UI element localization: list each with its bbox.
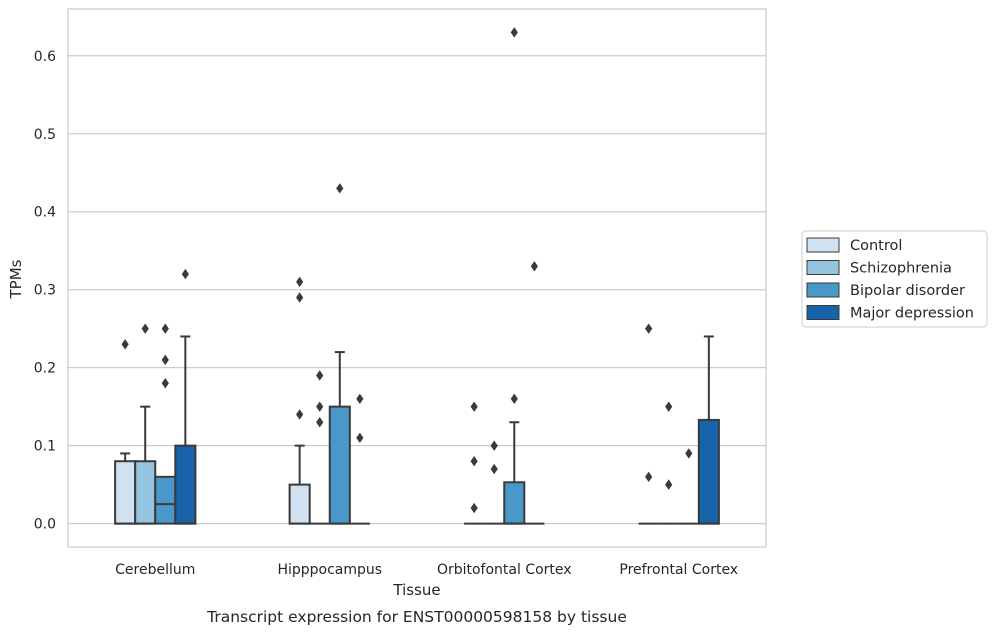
box-control [288, 276, 311, 525]
y-tick-label: 0.6 [34, 49, 56, 65]
legend: Control Schizophrenia Bipolar disorder Majo… [801, 230, 988, 328]
outlier-point [665, 401, 673, 412]
legend-swatch [806, 260, 840, 275]
outlier-point [161, 354, 169, 366]
y-tick-label: 0.3 [34, 283, 56, 299]
x-tick-label: Orbitofontal Cortex [437, 562, 572, 578]
legend-label: Schizophrenia [850, 261, 952, 277]
x-tick-label: Prefrontal Cortex [619, 562, 738, 578]
y-tick-label: 0.2 [34, 361, 56, 377]
x-tick-label: Cerebellum [115, 562, 195, 578]
legend-swatch [806, 305, 840, 320]
box-bipolar-disorder [154, 323, 177, 525]
x-tick-label: Hipppocampus [277, 562, 382, 578]
outlier-point [510, 27, 518, 38]
figure-caption: Transcript expression for ENST0000059815… [206, 608, 627, 626]
outlier-point [161, 378, 169, 389]
y-tick-label: 0.1 [34, 439, 56, 455]
outlier-point [645, 471, 653, 483]
outlier-point [296, 409, 304, 420]
legend-swatch [806, 237, 840, 253]
box-body [503, 481, 526, 525]
box-schizophrenia [484, 440, 505, 525]
box-body [697, 418, 720, 525]
outlier-point [316, 370, 324, 381]
box-schizophrenia [309, 370, 330, 525]
outlier-point [296, 276, 304, 288]
legend-swatch [806, 282, 840, 298]
y-tick-label: 0.0 [34, 517, 56, 533]
plot-frame [67, 8, 767, 548]
legend-frame [801, 230, 988, 328]
legend-label: Bipolar disorder [850, 283, 965, 299]
box-bipolar-disorder [328, 183, 351, 525]
box-major-depression [524, 261, 545, 525]
outlier-point [316, 401, 324, 412]
box-major-depression [174, 268, 197, 525]
outlier-point [336, 183, 344, 194]
box-control [114, 339, 137, 525]
outlier-point [121, 339, 129, 350]
outlier-point [181, 268, 189, 280]
legend-label: Control [850, 238, 902, 254]
outlier-point [141, 323, 149, 334]
box-bipolar-disorder [503, 27, 526, 525]
y-tick-label: 0.5 [34, 127, 56, 143]
y-axis-ticks: 0.0 0.1 0.2 0.3 0.4 0.5 0.6 [34, 49, 56, 533]
y-axis-label: TPMs [7, 259, 25, 299]
outlier-point [490, 440, 498, 451]
outlier-point [161, 323, 169, 334]
outlier-point [356, 432, 364, 444]
box-body [134, 460, 157, 525]
box-control [638, 323, 659, 525]
box-control [464, 401, 485, 525]
box-body [174, 444, 197, 525]
y-tick-label: 0.4 [34, 205, 56, 221]
outlier-point [510, 393, 518, 405]
outlier-point [470, 502, 478, 514]
legend-label: Major depression [850, 306, 974, 322]
box-body [154, 475, 177, 525]
box-schizophrenia [658, 401, 679, 525]
x-axis-label: Tissue [392, 581, 440, 599]
outlier-point [665, 479, 673, 490]
box-body [114, 460, 137, 525]
outlier-point [645, 323, 653, 334]
outlier-point [470, 456, 478, 467]
plot-area [114, 27, 720, 525]
box-bipolar-disorder [678, 448, 699, 525]
outlier-point [490, 463, 498, 475]
outlier-point [316, 417, 324, 428]
outlier-point [685, 448, 693, 459]
outlier-point [356, 393, 364, 405]
box-major-depression [349, 393, 370, 525]
outlier-point [296, 292, 304, 303]
box-body [288, 483, 311, 525]
x-axis-ticks: Cerebellum Hipppocampus Orbitofontal Corte… [115, 562, 738, 578]
box-body [328, 405, 351, 525]
box-major-depression [697, 335, 720, 525]
outlier-point [530, 261, 538, 272]
outlier-point [470, 401, 478, 412]
